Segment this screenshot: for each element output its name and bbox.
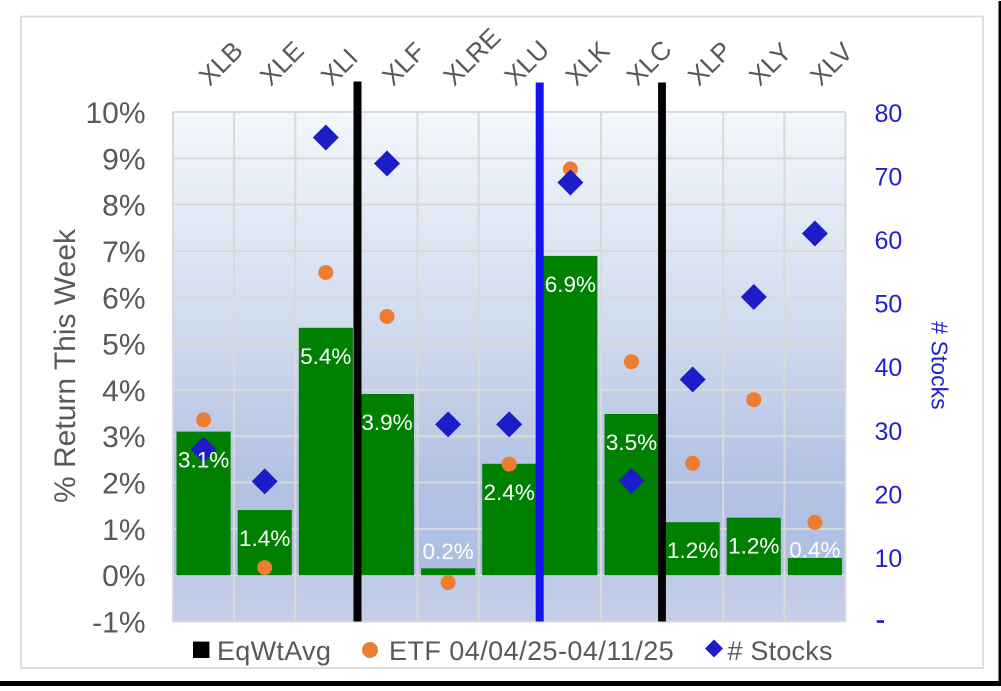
svg-text:8%: 8% xyxy=(102,190,145,223)
svg-text:1.2%: 1.2% xyxy=(728,534,779,559)
svg-text:0.4%: 0.4% xyxy=(789,538,840,563)
svg-text:3.9%: 3.9% xyxy=(361,410,412,435)
svg-text:50: 50 xyxy=(875,291,903,319)
svg-text:1.2%: 1.2% xyxy=(667,538,718,563)
svg-text:5%: 5% xyxy=(102,329,145,362)
svg-text:7%: 7% xyxy=(102,236,145,269)
svg-text:20: 20 xyxy=(875,481,903,509)
svg-text:3.1%: 3.1% xyxy=(178,448,229,473)
svg-text:9%: 9% xyxy=(102,143,145,176)
svg-text:EqWtAvg: EqWtAvg xyxy=(217,636,331,666)
svg-text:0%: 0% xyxy=(102,560,145,593)
svg-text:# Stocks: # Stocks xyxy=(927,321,953,409)
svg-text:70: 70 xyxy=(875,164,903,192)
svg-text:% Return This Week: % Return This Week xyxy=(49,228,82,503)
svg-text:-1%: -1% xyxy=(92,607,145,640)
svg-text:10%: 10% xyxy=(85,97,145,130)
svg-text:1.4%: 1.4% xyxy=(239,526,290,551)
svg-text:2%: 2% xyxy=(102,468,145,501)
svg-text:40: 40 xyxy=(875,354,903,382)
svg-text:6.9%: 6.9% xyxy=(545,272,596,297)
svg-text:5.4%: 5.4% xyxy=(300,344,351,369)
svg-text:60: 60 xyxy=(875,227,903,255)
svg-text:ETF 04/04/25-04/11/25: ETF 04/04/25-04/11/25 xyxy=(389,636,674,666)
svg-text:0.2%: 0.2% xyxy=(422,539,473,564)
svg-text:3.5%: 3.5% xyxy=(606,430,657,455)
svg-text:1%: 1% xyxy=(102,514,145,547)
svg-text:6%: 6% xyxy=(102,282,145,315)
svg-text:10: 10 xyxy=(875,545,903,573)
svg-text:# Stocks: # Stocks xyxy=(728,636,833,666)
svg-text:80: 80 xyxy=(875,100,903,128)
svg-text:30: 30 xyxy=(875,418,903,446)
svg-text:4%: 4% xyxy=(102,375,145,408)
svg-text:2.4%: 2.4% xyxy=(484,480,535,505)
svg-text:3%: 3% xyxy=(102,421,145,454)
